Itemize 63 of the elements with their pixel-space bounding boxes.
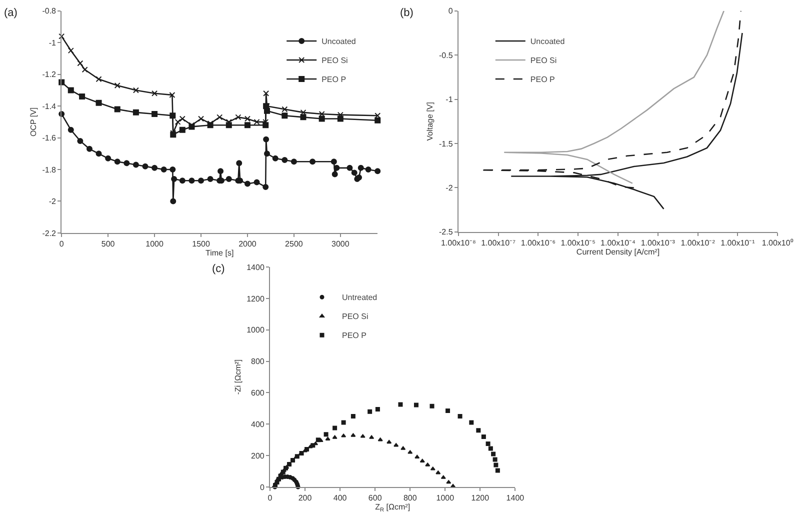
- chart-title: (c): [212, 263, 225, 275]
- y-tick-label: 0: [260, 482, 265, 492]
- y-tick-label: -1: [48, 38, 57, 48]
- x-tick-label: 400: [333, 494, 348, 503]
- legend-label: PEO P: [530, 75, 555, 84]
- legend-label: PEO P: [342, 331, 366, 340]
- x-tick-label: 1.00x10⁻⁷: [481, 238, 516, 248]
- chart-title: (b): [400, 7, 414, 19]
- x-tick-label: 1.00x10⁻¹: [720, 238, 756, 248]
- x-tick-label: 0: [268, 494, 273, 503]
- y-tick-label: -0.8: [42, 6, 57, 16]
- y-tick-label: -2.5: [439, 228, 454, 237]
- x-tick-label: 0: [59, 240, 64, 249]
- y-tick-label: -1.2: [42, 70, 57, 80]
- x-tick-label: 1.00x10⁻⁸: [440, 238, 476, 248]
- y-axis-title: Voltage [V]: [426, 102, 435, 141]
- x-tick-label: 1.00x10⁻²: [680, 238, 716, 248]
- x-tick-label: 600: [368, 494, 382, 503]
- x-axis-title: Time [s]: [206, 248, 234, 258]
- x-tick-label: 3000: [332, 240, 350, 249]
- y-tick-label: 1200: [246, 294, 265, 304]
- y-tick-label: -2: [446, 184, 454, 193]
- chart-title: (a): [4, 7, 18, 19]
- y-tick-label: 1400: [246, 262, 265, 272]
- x-tick-label: 1000: [146, 240, 164, 249]
- y-tick-label: -1: [446, 95, 454, 104]
- y-tick-label: 800: [251, 357, 265, 366]
- x-tick-label: 1.00x10⁰: [762, 238, 794, 248]
- x-tick-label: 1.00x10⁻⁴: [600, 238, 636, 248]
- x-tick-label: 1.00x10⁻⁶: [520, 238, 556, 248]
- legend-label: PEO Si: [342, 312, 368, 322]
- x-axis-title: Current Density [A/cm²]: [576, 248, 660, 257]
- y-axis-title: OCP [V]: [28, 107, 38, 137]
- legend-label: Untreated: [342, 293, 378, 302]
- y-tick-label: 600: [251, 388, 265, 398]
- y-tick-label: -2: [48, 197, 57, 206]
- x-tick-label: 1.00x10⁻⁵: [560, 238, 596, 248]
- x-tick-label: 500: [101, 240, 116, 249]
- y-tick-label: -1.6: [42, 134, 57, 143]
- y-tick-label: -2.2: [42, 228, 57, 238]
- y-tick-label: -0.5: [439, 50, 454, 60]
- x-tick-label: 1.00x10⁻³: [640, 238, 676, 248]
- x-tick-label: 800: [403, 494, 418, 503]
- legend-label: Uncoated: [322, 37, 356, 46]
- x-tick-label: 2500: [285, 240, 304, 249]
- y-tick-label: -1.5: [439, 139, 454, 148]
- x-tick-label: 1200: [471, 494, 490, 503]
- legend-label: PEO Si: [322, 56, 348, 66]
- y-tick-label: 1000: [246, 326, 265, 335]
- y-tick-label: 200: [251, 451, 265, 460]
- y-axis-title: -Zi [Ωcm²]: [233, 359, 242, 395]
- x-tick-label: 2000: [238, 240, 257, 249]
- legend-label: PEO P: [322, 75, 346, 84]
- y-tick-label: -1.4: [42, 102, 57, 111]
- x-axis-title: Z$_{R}$ [Ωcm²]: [375, 502, 410, 514]
- legend-label: PEO Si: [530, 56, 557, 66]
- y-tick-label: -1.8: [42, 165, 57, 174]
- y-tick-label: 400: [251, 420, 265, 429]
- x-tick-label: 200: [298, 494, 312, 503]
- x-tick-label: 1500: [192, 240, 210, 249]
- x-tick-label: 1400: [506, 494, 525, 503]
- y-tick-label: 0: [448, 6, 454, 16]
- legend-label: Uncoated: [530, 37, 565, 46]
